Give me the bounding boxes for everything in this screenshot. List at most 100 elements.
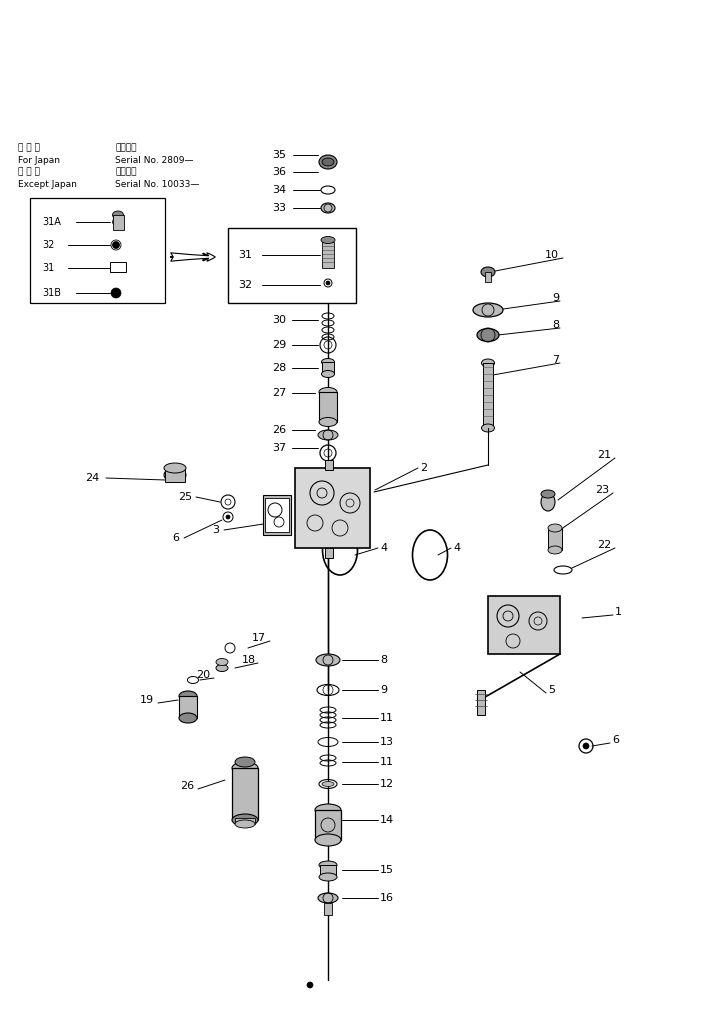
Text: 28: 28: [272, 363, 286, 373]
Ellipse shape: [482, 424, 495, 432]
Ellipse shape: [321, 236, 335, 244]
Text: 23: 23: [595, 485, 609, 495]
Text: 適用号確: 適用号確: [115, 144, 136, 153]
Ellipse shape: [316, 654, 340, 666]
Text: 6: 6: [172, 533, 179, 543]
Text: 8: 8: [552, 320, 559, 330]
Ellipse shape: [548, 546, 562, 554]
Bar: [110, 262, 126, 272]
Text: 20: 20: [196, 671, 210, 680]
Ellipse shape: [318, 430, 338, 440]
Text: 19: 19: [140, 695, 154, 705]
Text: 27: 27: [272, 388, 286, 398]
Text: 3: 3: [212, 525, 219, 535]
Circle shape: [111, 288, 121, 298]
Bar: [483, 363, 493, 428]
Ellipse shape: [319, 387, 337, 396]
Text: 16: 16: [380, 893, 394, 903]
Text: 14: 14: [380, 815, 394, 825]
Bar: [235, 818, 255, 824]
Text: Except Japan: Except Japan: [18, 179, 77, 189]
Text: 33: 33: [272, 203, 286, 213]
Ellipse shape: [322, 158, 334, 166]
Ellipse shape: [318, 893, 338, 903]
Circle shape: [113, 242, 120, 249]
Bar: [30, 198, 165, 303]
Text: 10: 10: [545, 250, 559, 260]
Text: 8: 8: [380, 655, 387, 665]
Ellipse shape: [548, 524, 562, 532]
Circle shape: [226, 515, 230, 519]
Ellipse shape: [235, 820, 255, 828]
Ellipse shape: [179, 713, 197, 723]
Text: 31: 31: [238, 250, 252, 260]
Text: 32: 32: [238, 280, 252, 290]
Text: 9: 9: [380, 685, 387, 695]
Ellipse shape: [319, 861, 337, 869]
Text: 6: 6: [612, 735, 619, 745]
Bar: [322, 242, 334, 268]
Text: 37: 37: [272, 443, 286, 453]
Text: Serial No. 10033—: Serial No. 10033—: [115, 179, 199, 189]
Bar: [265, 498, 289, 532]
Text: 34: 34: [272, 185, 286, 195]
Ellipse shape: [315, 804, 341, 816]
Ellipse shape: [321, 359, 335, 366]
Text: 17: 17: [252, 633, 266, 643]
Text: 1: 1: [615, 607, 622, 616]
Text: 7: 7: [552, 355, 559, 365]
Ellipse shape: [477, 328, 499, 341]
Bar: [325, 548, 333, 558]
Text: 22: 22: [597, 540, 612, 550]
Bar: [488, 596, 560, 654]
Circle shape: [307, 982, 313, 988]
Ellipse shape: [541, 493, 555, 511]
Text: 26: 26: [272, 425, 286, 435]
Bar: [477, 690, 485, 715]
Text: 35: 35: [272, 150, 286, 160]
Ellipse shape: [232, 762, 258, 774]
Text: 11: 11: [380, 713, 394, 723]
Bar: [322, 362, 334, 374]
Ellipse shape: [164, 463, 186, 473]
Ellipse shape: [319, 873, 337, 881]
Text: 32: 32: [42, 240, 54, 250]
Ellipse shape: [321, 203, 335, 213]
Ellipse shape: [235, 757, 255, 767]
Bar: [320, 865, 336, 877]
Ellipse shape: [113, 211, 123, 219]
Ellipse shape: [232, 814, 258, 826]
Bar: [548, 528, 562, 550]
Circle shape: [583, 743, 589, 749]
Ellipse shape: [482, 359, 495, 367]
Ellipse shape: [473, 303, 503, 317]
Text: 4: 4: [453, 543, 460, 553]
Text: 30: 30: [272, 315, 286, 325]
Bar: [165, 468, 185, 482]
Text: 4: 4: [380, 543, 387, 553]
Bar: [228, 228, 356, 303]
Bar: [113, 215, 124, 230]
Ellipse shape: [319, 418, 337, 427]
Text: 21: 21: [597, 450, 611, 460]
Bar: [324, 903, 332, 915]
Ellipse shape: [481, 267, 495, 277]
Text: 31B: 31B: [42, 288, 61, 298]
Ellipse shape: [319, 155, 337, 169]
Bar: [319, 392, 337, 422]
Text: 31A: 31A: [42, 217, 61, 227]
Ellipse shape: [179, 691, 197, 701]
Ellipse shape: [321, 371, 335, 377]
Text: 適用番号: 適用番号: [115, 167, 136, 176]
Text: 11: 11: [380, 757, 394, 767]
Bar: [232, 768, 258, 820]
Ellipse shape: [322, 782, 334, 787]
Text: 29: 29: [272, 340, 286, 350]
Ellipse shape: [164, 468, 186, 482]
Text: 2: 2: [420, 463, 427, 473]
Text: Serial No. 2809—: Serial No. 2809—: [115, 156, 194, 164]
Bar: [315, 810, 341, 840]
Circle shape: [326, 281, 330, 285]
Text: 5: 5: [548, 685, 555, 695]
Text: 25: 25: [178, 492, 192, 502]
